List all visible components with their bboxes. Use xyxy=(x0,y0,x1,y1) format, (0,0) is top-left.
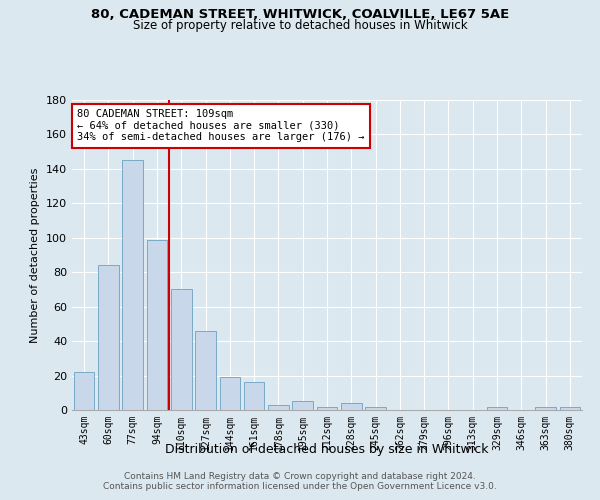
Text: 80 CADEMAN STREET: 109sqm
← 64% of detached houses are smaller (330)
34% of semi: 80 CADEMAN STREET: 109sqm ← 64% of detac… xyxy=(77,110,365,142)
Text: 80, CADEMAN STREET, WHITWICK, COALVILLE, LE67 5AE: 80, CADEMAN STREET, WHITWICK, COALVILLE,… xyxy=(91,8,509,20)
Bar xyxy=(146,240,167,410)
Bar xyxy=(487,406,508,410)
Bar xyxy=(268,405,289,410)
Bar xyxy=(220,378,240,410)
Bar xyxy=(98,266,119,410)
Bar xyxy=(365,406,386,410)
Text: Contains public sector information licensed under the Open Government Licence v3: Contains public sector information licen… xyxy=(103,482,497,491)
Bar xyxy=(195,331,216,410)
Bar xyxy=(341,403,362,410)
Text: Distribution of detached houses by size in Whitwick: Distribution of detached houses by size … xyxy=(165,442,489,456)
Bar xyxy=(535,406,556,410)
Bar xyxy=(292,402,313,410)
Y-axis label: Number of detached properties: Number of detached properties xyxy=(31,168,40,342)
Text: Contains HM Land Registry data © Crown copyright and database right 2024.: Contains HM Land Registry data © Crown c… xyxy=(124,472,476,481)
Bar xyxy=(122,160,143,410)
Bar xyxy=(74,372,94,410)
Bar xyxy=(171,290,191,410)
Bar xyxy=(560,406,580,410)
Text: Size of property relative to detached houses in Whitwick: Size of property relative to detached ho… xyxy=(133,18,467,32)
Bar xyxy=(317,406,337,410)
Bar xyxy=(244,382,265,410)
